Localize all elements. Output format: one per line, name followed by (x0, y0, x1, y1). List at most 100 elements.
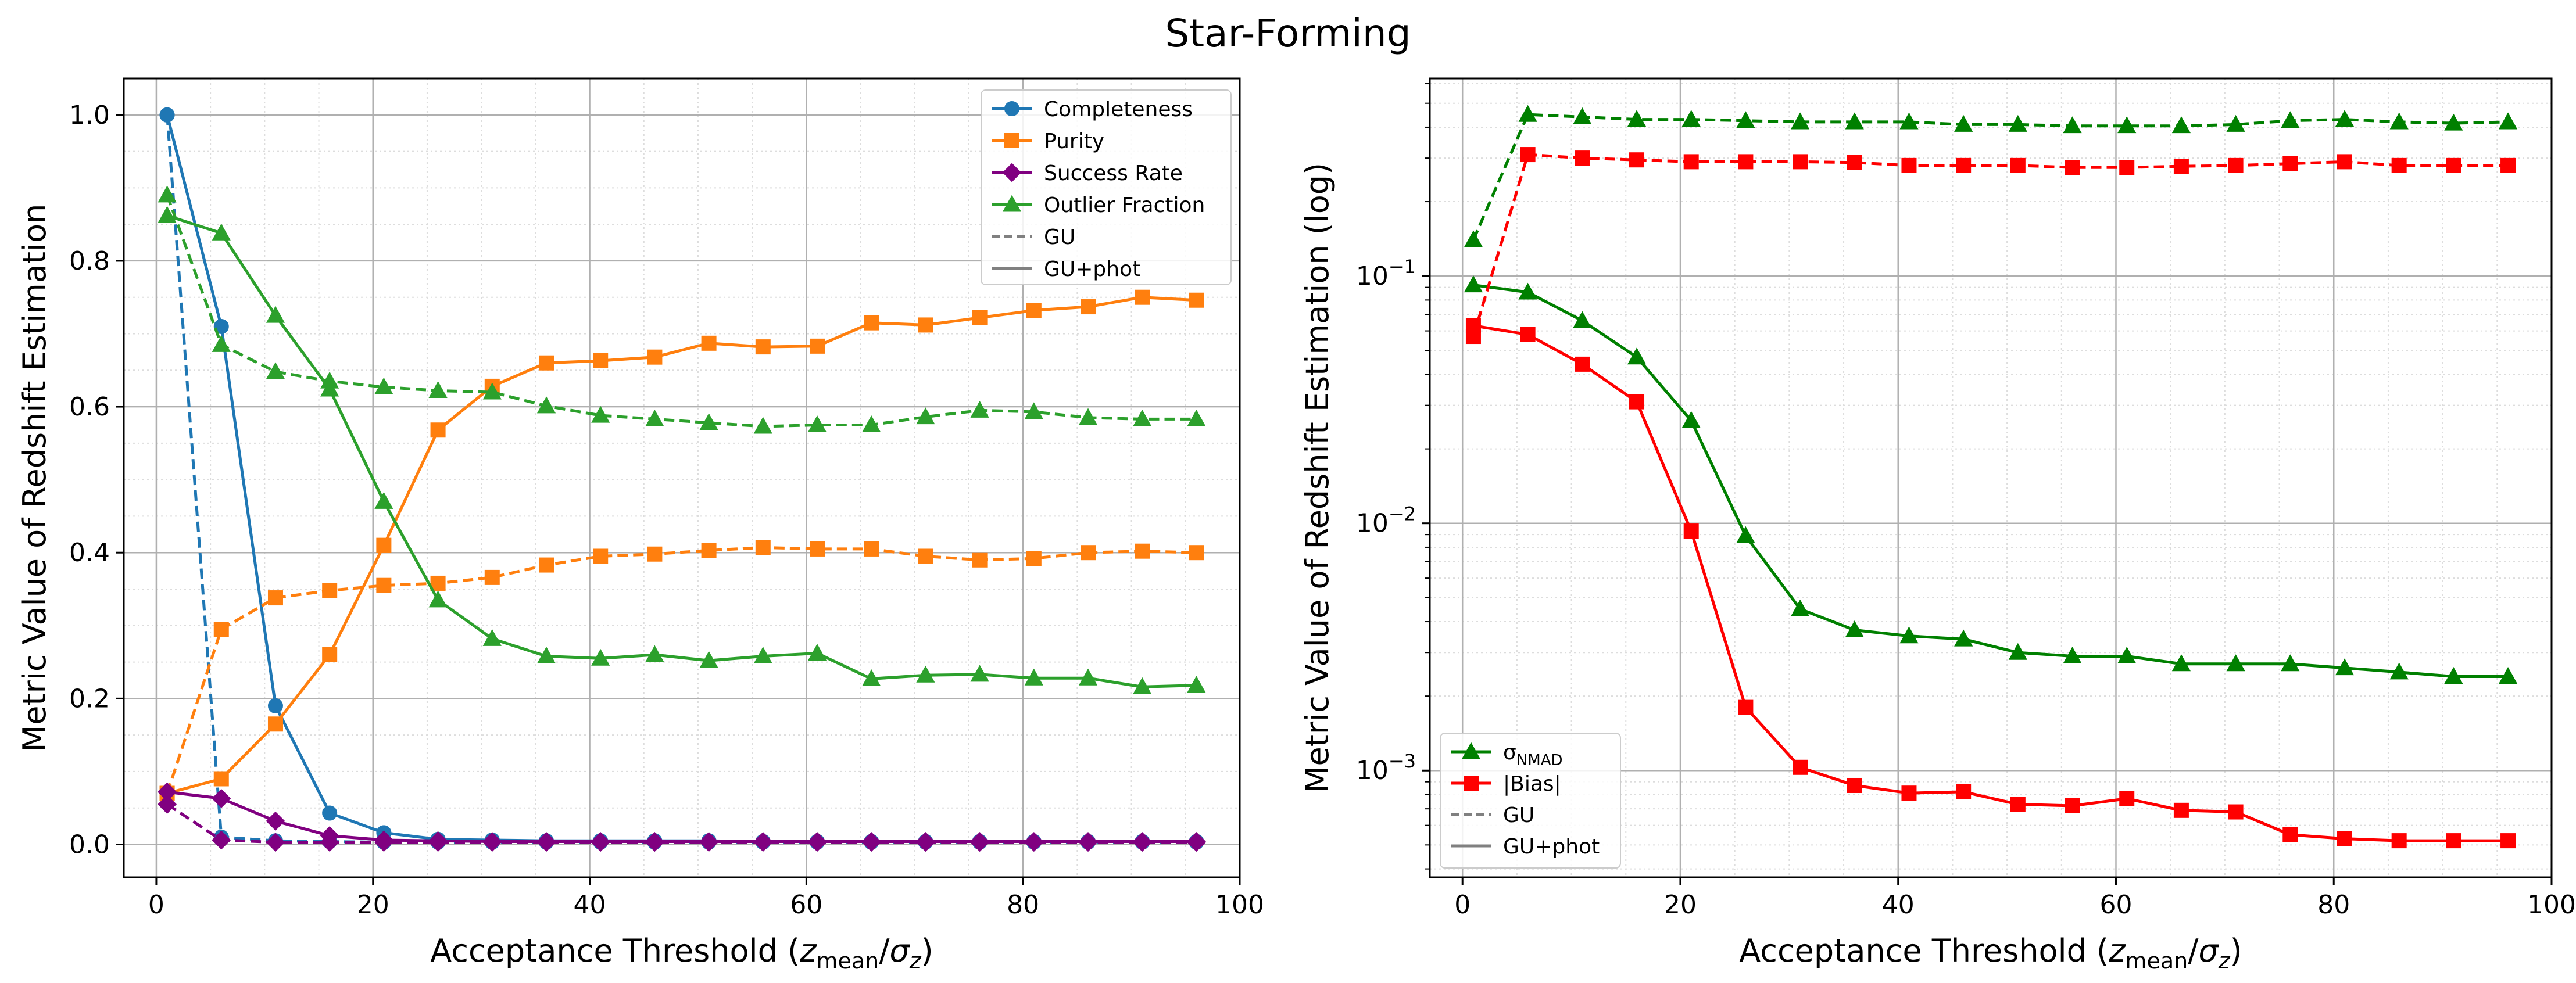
series-line-nmad-gu-phot (1473, 284, 2508, 678)
data-point (376, 577, 392, 593)
data-point (1899, 112, 1919, 130)
data-point (1135, 543, 1150, 559)
data-point (2389, 662, 2409, 680)
x-tick-label: 20 (357, 890, 389, 920)
data-point (536, 396, 556, 414)
data-point (158, 185, 177, 203)
data-point (1024, 832, 1044, 851)
data-point (159, 107, 175, 123)
data-point (2282, 827, 2298, 842)
data-point (2010, 157, 2026, 173)
x-axis-label-math: ( (778, 932, 800, 969)
legend-label-gu-phot: GU+phot (1044, 257, 1140, 281)
data-point (1078, 668, 1098, 686)
legend-label-gu: GU (1503, 803, 1534, 827)
x-axis-label-text: Acceptance Threshold (430, 932, 778, 969)
series-line-nmad-gu (1472, 113, 2509, 241)
data-point (2389, 112, 2409, 130)
data-point (428, 831, 448, 851)
data-point (1956, 784, 1972, 799)
data-point (864, 315, 879, 331)
data-point (2228, 157, 2244, 173)
data-point (1899, 626, 1919, 644)
data-point (1518, 105, 1537, 122)
data-point (2335, 658, 2355, 676)
data-point (1573, 311, 1592, 328)
data-point (591, 406, 610, 423)
legend-label-text: Completeness (1044, 98, 1193, 121)
data-point (699, 651, 718, 668)
legend-label-success-rate: Success Rate (1044, 162, 1183, 185)
y-tick-label: 0.6 (69, 392, 110, 422)
data-point (755, 540, 771, 555)
data-point (374, 492, 393, 509)
data-point (322, 583, 338, 598)
data-point (2498, 112, 2518, 130)
legend-label-text: |Bias| (1503, 772, 1561, 796)
data-point (2171, 116, 2191, 134)
data-point (158, 206, 177, 223)
data-point (591, 832, 610, 851)
data-point (320, 826, 339, 845)
data-point (918, 548, 933, 564)
legend-marker (1002, 163, 1022, 182)
legend-box (981, 89, 1232, 285)
data-point (482, 629, 502, 646)
data-point (2391, 157, 2407, 173)
data-point (699, 832, 719, 851)
series-line-bias-gu (1472, 153, 2508, 337)
data-point (1681, 411, 1701, 428)
data-point (916, 407, 935, 425)
data-point (1627, 347, 1647, 365)
data-point (213, 622, 229, 637)
x-axis-label-slash: / (2188, 932, 2199, 969)
data-point (1135, 289, 1150, 305)
data-point (1081, 299, 1096, 315)
data-point (1187, 832, 1206, 851)
y-tick-exponent: −3 (1389, 750, 1416, 772)
legend-label-text: GU+phot (1503, 835, 1600, 859)
data-point (807, 832, 827, 851)
data-point (1575, 150, 1590, 166)
data-point (1681, 110, 1701, 127)
data-point (864, 541, 879, 557)
data-point (212, 335, 231, 352)
legend-label-sub: NMAD (1516, 752, 1563, 769)
data-point (374, 830, 393, 850)
legend-label-: σNMAD (1503, 741, 1563, 769)
data-point (2498, 666, 2518, 684)
legend-label-text: σ (1503, 741, 1516, 765)
data-point (1790, 599, 1810, 616)
data-point (1845, 620, 1864, 637)
data-point (647, 349, 663, 365)
data-point (699, 413, 718, 430)
legend-marker (1002, 195, 1022, 212)
data-point (482, 382, 502, 400)
series-line-outlier-fraction-gu (166, 195, 1197, 428)
data-point (1133, 677, 1152, 694)
x-tick-label: 40 (1882, 890, 1915, 920)
data-point (1845, 112, 1864, 130)
data-point (862, 415, 881, 432)
data-point (2446, 157, 2461, 173)
data-point (1627, 110, 1647, 127)
y-tick-label: 10−2 (1356, 503, 1416, 539)
data-point (2010, 797, 2026, 812)
data-point (212, 788, 231, 808)
y-tick-exponent: −1 (1389, 256, 1416, 278)
data-point (1133, 409, 1152, 426)
data-point (1187, 676, 1206, 693)
legend-label-gu: GU (1044, 225, 1075, 249)
x-axis: 0 20 40 60 80 100 (148, 877, 1264, 920)
data-point (1956, 157, 1972, 173)
data-point (267, 716, 283, 732)
y-tick-label: 10−1 (1356, 256, 1416, 291)
data-point (536, 647, 556, 664)
data-point (2119, 160, 2135, 175)
x-axis-label-sub: z (909, 948, 922, 974)
data-point (2281, 654, 2300, 672)
y-tick-label: 10−3 (1356, 750, 1416, 785)
data-point (645, 409, 664, 426)
legend-label-completeness: Completeness (1044, 98, 1193, 121)
chart-panel-left: 0 20 40 60 80 100 0.0 0.2 0.4 0.6 0.8 1.0 Acceptance… (16, 77, 1264, 974)
